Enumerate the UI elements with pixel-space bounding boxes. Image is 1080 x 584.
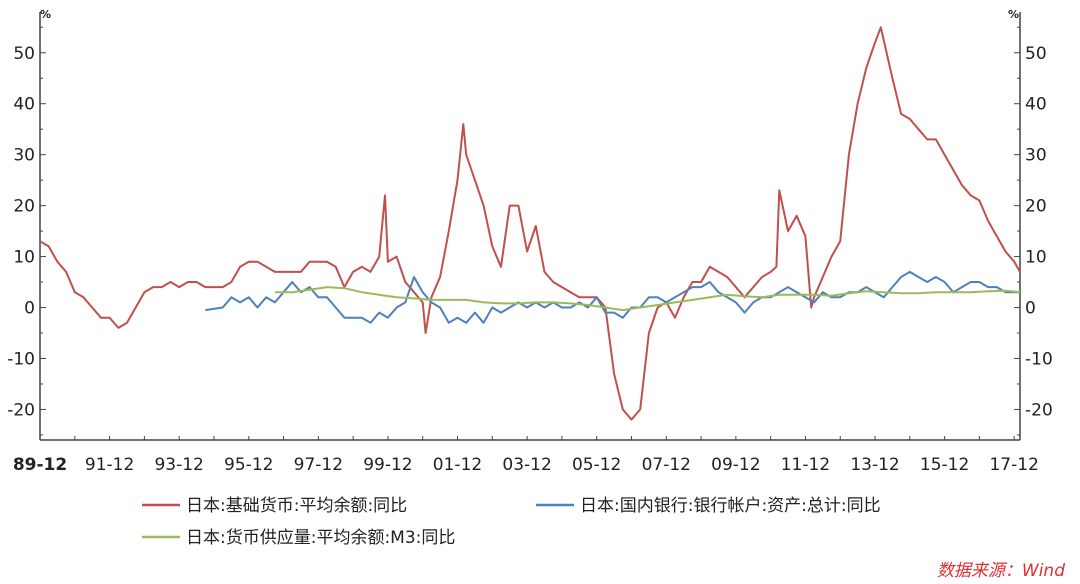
x-tick-label: 03-12: [502, 455, 551, 475]
series-line-2: [205, 270, 1020, 324]
x-tick-label: 11-12: [781, 455, 830, 475]
source-note: 数据来源：Wind: [937, 561, 1065, 580]
x-tick-label: 01-12: [433, 455, 482, 475]
series-layer: [39, 26, 1021, 421]
x-tick-label: 05-12: [572, 455, 621, 475]
x-tick-label: 15-12: [920, 455, 969, 475]
x-tick-label: 89-12: [13, 455, 67, 475]
y-tick-label-right: 30: [1025, 146, 1047, 166]
y-unit-right: %: [1008, 8, 1019, 21]
x-tick-label: 97-12: [294, 455, 343, 475]
legend: 日本:基础货币:平均余额:同比 日本:国内银行:银行帐户:资产:总计:同比日本:货…: [142, 496, 881, 548]
y-ticks-right: -20 -10 0 10 20 30 40 50: [1014, 26, 1053, 436]
y-tick-label-right: 40: [1025, 95, 1047, 115]
y-tick-label-right: 0: [1025, 299, 1036, 319]
y-tick-label-left: -10: [7, 349, 35, 369]
y-unit-left: %: [40, 8, 51, 21]
y-tick-label-right: 20: [1025, 197, 1047, 217]
y-tick-label-left: 50: [13, 44, 35, 64]
x-ticks: 89-12 91-12 93-12 95-12 97-12 99-12 01-12 03-12…: [13, 436, 1039, 475]
y-tick-label-left: 10: [13, 248, 35, 268]
y-tick-label-right: -10: [1025, 349, 1053, 369]
series-line-1: [39, 26, 1021, 421]
x-tick-label: 93-12: [154, 455, 203, 475]
x-tick-label: 99-12: [363, 455, 412, 475]
y-ticks-left: -20 -10 0 10 20 30 40 50: [7, 26, 46, 436]
x-tick-label: 13-12: [850, 455, 899, 475]
x-tick-label: 09-12: [711, 455, 760, 475]
y-tick-label-left: 30: [13, 146, 35, 166]
y-tick-label-right: 50: [1025, 44, 1047, 64]
y-tick-label-left: 40: [13, 95, 35, 115]
series-line-3: [274, 286, 1021, 312]
x-tick-label: 07-12: [642, 455, 691, 475]
y-tick-label-right: 10: [1025, 248, 1047, 268]
legend-label-1: 日本:基础货币:平均余额:同比: [186, 496, 407, 516]
x-tick-label: 17-12: [989, 455, 1038, 475]
legend-label-2: 日本:国内银行:银行帐户:资产:总计:同比: [580, 496, 881, 516]
x-tick-label: 91-12: [85, 455, 134, 475]
legend-label-3: 日本:货币供应量:平均余额:M3:同比: [186, 528, 455, 548]
y-tick-label-left: -20: [7, 400, 35, 420]
y-tick-label-left: 20: [13, 197, 35, 217]
y-tick-label-right: -20: [1025, 400, 1053, 420]
x-tick-label: 95-12: [224, 455, 273, 475]
y-tick-label-left: 0: [24, 299, 35, 319]
plot-area: -20 -10 0 10 20 30 40 50 -20 -10 0 10 20 30 40 50 89-1…: [7, 8, 1053, 475]
